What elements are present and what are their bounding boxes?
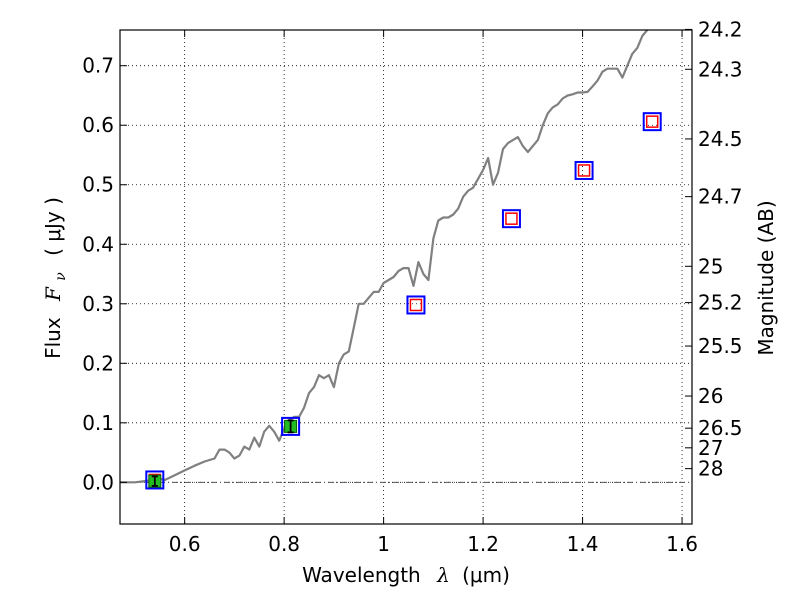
magnitude-tick-label: 24.2 [698,17,743,41]
y-tick-label: 0.1 [82,411,114,435]
series-group [120,30,649,484]
y-axis-title: Flux F ν ( μJy ) [41,197,70,359]
y-tick-label: 0.6 [82,113,114,137]
magnitude-tick-label: 24.3 [698,57,743,81]
y-axis-title-prefix: Flux [41,317,65,359]
ticks: 0.6 0.8 1 1.2 1.4 1.6 0.0 0.1 0.2 0.3 0.4 0.5 0.6 0.7… [82,17,742,556]
model-flux-red-square [577,164,591,177]
model-flux-blue-square [501,209,521,229]
model-flux-blue-square [145,470,165,490]
model-flux-red-square [505,212,518,225]
magnitude-tick-label: 25.5 [698,334,743,358]
plot-frame [119,29,693,525]
magnitude-tick-label: 25.2 [698,291,743,315]
y-axis-title-subscript: ν [53,272,69,281]
y-tick-label: 0.7 [82,54,114,78]
model-flux-red-square [409,298,423,312]
y-tick-label: 0.2 [82,351,114,375]
model-flux-blue-square [406,295,426,315]
magnitude-axis-title: Magnitude (AB) [754,200,778,355]
magnitude-tick-label: 24.5 [698,127,743,151]
x-axis-title-unit: (μm) [462,563,510,587]
magnitude-tick-label: 26 [698,384,723,408]
y-tick-label: 0.4 [82,232,114,256]
magnitude-tick-label: 26.5 [698,416,743,440]
model-flux-blue-square [281,416,301,436]
y-axis-title-symbol: F [41,286,65,302]
x-axis-title: Wavelength λ (μm) [302,563,510,587]
x-tick-label: 1.2 [467,532,499,556]
model-flux-blue-square [642,112,662,132]
y-tick-label: 0.0 [82,470,114,494]
magnitude-tick-label: 27 [698,436,723,460]
x-axis-title-symbol: λ [436,563,450,587]
x-tick-label: 1.6 [666,532,698,556]
grid [120,30,692,524]
magnitude-tick-label: 28 [698,457,723,481]
y-axis-title-unit: ( μJy ) [41,197,65,256]
model-flux-red-square [645,115,659,128]
y-tick-label: 0.3 [82,292,114,316]
x-tick-label: 0.6 [169,532,201,556]
magnitude-tick-label: 24.7 [698,185,743,209]
y-tick-label: 0.5 [82,173,114,197]
magnitude-tick-label: 25 [698,254,723,278]
marker-group [145,112,662,490]
x-tick-label: 1 [377,532,390,556]
model-flux-blue-square [574,160,594,180]
x-axis-title-prefix: Wavelength [302,563,421,587]
model-spectrum-line [120,30,649,484]
x-tick-label: 1.4 [567,532,599,556]
x-tick-label: 0.8 [268,532,300,556]
